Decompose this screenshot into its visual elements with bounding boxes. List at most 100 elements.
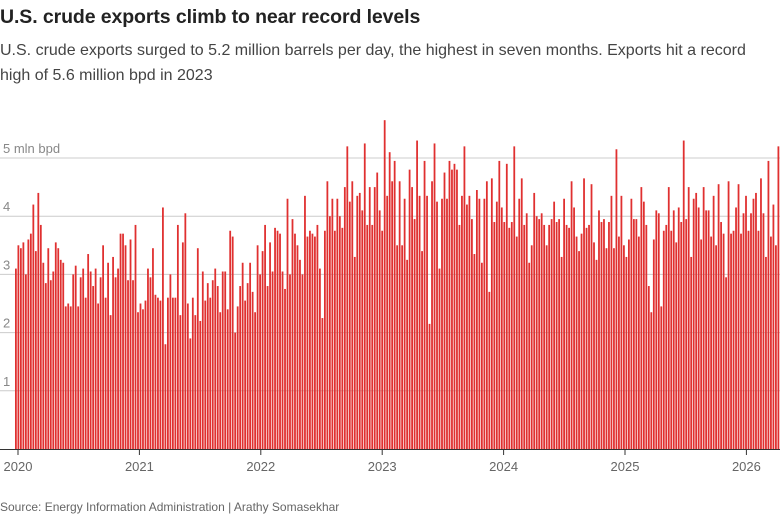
bar — [284, 288, 286, 449]
bar — [745, 195, 747, 449]
bar — [475, 190, 478, 449]
bar — [446, 198, 448, 449]
bar — [361, 210, 364, 449]
bar — [583, 178, 585, 449]
bar — [189, 338, 192, 449]
bar — [528, 262, 531, 449]
bar — [535, 216, 538, 449]
bar — [560, 256, 563, 449]
bar — [74, 265, 77, 449]
bar — [129, 239, 132, 449]
bar — [757, 230, 760, 449]
bar — [47, 248, 50, 449]
bar — [406, 259, 409, 449]
bar — [598, 210, 600, 449]
bar — [184, 213, 187, 449]
bar — [453, 163, 456, 449]
bar — [381, 230, 384, 449]
bar — [167, 297, 169, 449]
bar — [588, 224, 590, 449]
bar — [508, 227, 511, 449]
bar — [613, 248, 615, 449]
bar — [201, 271, 204, 449]
bar — [259, 274, 261, 449]
bar — [149, 277, 152, 449]
bar — [563, 198, 565, 449]
x-tick-label: 2024 — [489, 459, 518, 474]
bar — [730, 233, 732, 449]
bar — [152, 248, 154, 449]
bar — [750, 213, 752, 449]
bar — [687, 187, 690, 449]
bar — [775, 245, 777, 449]
bar — [553, 201, 556, 449]
bar — [431, 181, 433, 449]
bar — [351, 181, 354, 449]
bar — [144, 300, 147, 449]
bar — [139, 303, 142, 449]
bar — [181, 242, 184, 449]
bar — [640, 187, 643, 449]
y-tick-label: 2 — [3, 316, 10, 331]
bar — [15, 268, 17, 449]
bar — [438, 268, 441, 449]
bar — [595, 259, 598, 449]
bar — [608, 222, 610, 449]
bar — [538, 219, 541, 449]
bar — [635, 219, 638, 449]
y-tick-label: 3 — [3, 257, 10, 272]
bar — [398, 181, 401, 449]
bar — [725, 277, 727, 449]
bar — [575, 236, 578, 449]
bar — [650, 312, 653, 449]
y-axis-labels: 1 2 3 4 5 mln bpd — [3, 141, 60, 389]
bar — [770, 236, 772, 449]
bar — [677, 207, 680, 449]
bar — [667, 187, 670, 449]
bar — [513, 146, 516, 450]
bar — [642, 201, 645, 449]
bar — [49, 280, 52, 449]
bar — [291, 219, 294, 449]
bar — [585, 227, 588, 449]
bar — [485, 181, 488, 449]
bar — [710, 236, 713, 449]
bar — [72, 274, 75, 449]
bar — [600, 222, 603, 449]
bar — [623, 245, 625, 449]
bar — [112, 256, 114, 449]
bar — [672, 210, 675, 449]
bar — [231, 236, 234, 449]
bar — [109, 315, 112, 449]
bar — [179, 315, 182, 449]
bar — [505, 163, 508, 449]
bar — [461, 195, 463, 449]
x-axis-labels: 2020 2021 2022 2023 2024 2025 2026 — [4, 459, 761, 474]
bar — [418, 195, 421, 449]
bar — [82, 268, 85, 449]
bar — [17, 245, 20, 449]
bar — [234, 332, 237, 449]
bar — [565, 224, 568, 449]
bar — [89, 271, 92, 449]
bar — [107, 262, 109, 449]
bar — [194, 315, 197, 449]
bar — [760, 178, 762, 449]
bar — [132, 280, 134, 449]
bar — [702, 187, 705, 449]
bar — [261, 251, 264, 449]
bar — [289, 274, 291, 449]
bar — [578, 251, 580, 449]
bar — [520, 178, 523, 449]
bar — [333, 230, 336, 449]
bar — [134, 224, 137, 449]
bar — [436, 201, 438, 449]
bar — [226, 309, 229, 449]
bar — [321, 318, 324, 449]
bar — [423, 160, 426, 449]
bar — [515, 236, 518, 449]
bar — [483, 198, 486, 449]
bar — [69, 306, 72, 449]
bars — [15, 120, 780, 450]
